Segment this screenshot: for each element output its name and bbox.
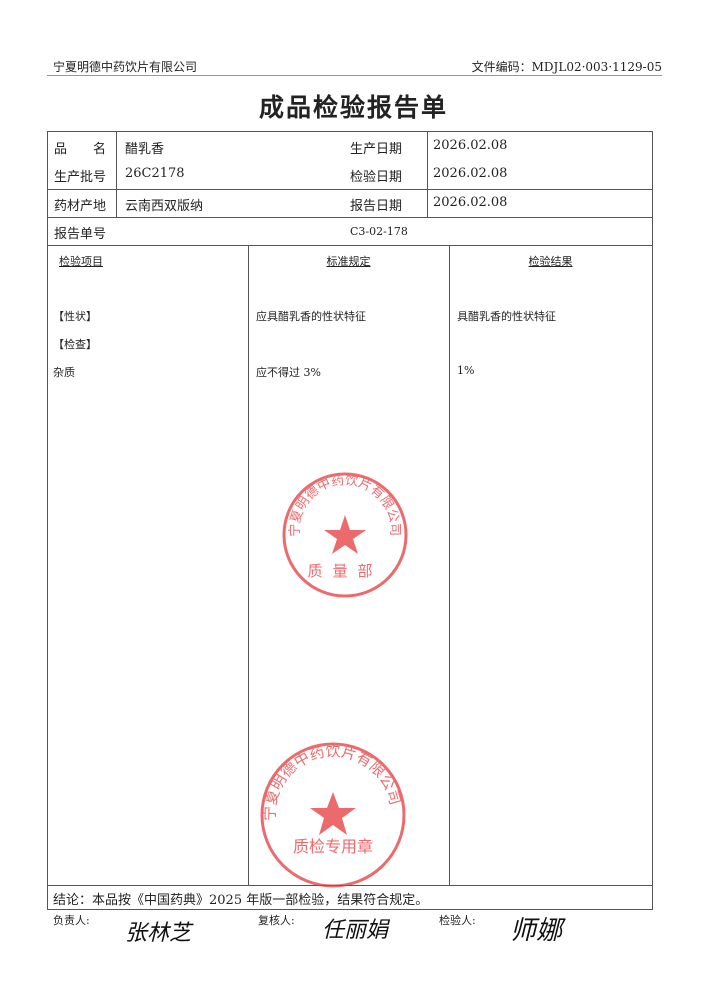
inspection-date-value: 2026.02.08 <box>433 166 508 181</box>
row-result: 1% <box>457 364 475 377</box>
product-name-label: 品 名 <box>54 142 107 157</box>
conclusion: 结论：本品按《中国药典》2025 年版一部检验，结果符合规定。 <box>53 893 429 908</box>
responsible-label: 负责人: <box>53 914 90 927</box>
stamp-bottom-sub: 质检专用章 <box>293 837 373 856</box>
origin-value: 云南西双版纳 <box>125 199 204 214</box>
row-result: 具醋乳香的性状特征 <box>457 310 556 323</box>
quality-dept-stamp: 宁夏明德中药饮片有限公司 质量部 <box>282 472 408 598</box>
batch-value: 26C2178 <box>125 166 185 181</box>
column-header-standard: 标准规定 <box>326 255 371 268</box>
report-no-value: C3-02-178 <box>350 225 408 238</box>
origin-label: 药材产地 <box>54 199 107 214</box>
inspection-date-label: 检验日期 <box>350 170 403 185</box>
stamp-top-sub: 质量部 <box>307 562 382 580</box>
svg-text:宁夏明德中药饮片有限公司: 宁夏明德中药饮片有限公司 <box>261 742 404 821</box>
inspector-label: 检验人: <box>439 914 476 927</box>
star-icon <box>310 792 356 835</box>
batch-label: 生产批号 <box>54 170 107 185</box>
stamp-top-text: 宁夏明德中药饮片有限公司 <box>287 473 402 537</box>
row-standard: 应具醋乳香的性状特征 <box>256 310 366 323</box>
reviewer-label: 复核人: <box>258 914 295 927</box>
quality-inspection-stamp: 宁夏明德中药饮片有限公司 质检专用章 <box>260 742 406 888</box>
header-divider <box>47 75 662 76</box>
production-date-value: 2026.02.08 <box>433 138 508 153</box>
svg-text:宁夏明德中药饮片有限公司: 宁夏明德中药饮片有限公司 <box>287 473 402 537</box>
product-name-value: 醋乳香 <box>125 142 165 157</box>
row-standard: 应不得过 3% <box>256 366 321 379</box>
report-date-value: 2026.02.08 <box>433 195 508 210</box>
responsible-signature: 张林芝 <box>125 921 192 946</box>
reviewer-signature: 任丽娟 <box>322 918 389 943</box>
star-icon <box>324 515 366 554</box>
report-date-label: 报告日期 <box>350 199 403 214</box>
inspector-signature: 师娜 <box>510 916 563 946</box>
stamp-bottom-text: 宁夏明德中药饮片有限公司 <box>261 742 404 821</box>
column-header-item: 检验项目 <box>59 255 103 268</box>
company-name: 宁夏明德中药饮片有限公司 <box>53 60 198 74</box>
page-title: 成品检验报告单 <box>258 93 448 122</box>
row-item: 【检查】 <box>53 338 97 351</box>
document-code: 文件编码：MDJL02·003·1129-05 <box>471 60 662 74</box>
column-header-result: 检验结果 <box>528 255 573 268</box>
row-item: 杂质 <box>53 366 75 379</box>
report-no-label: 报告单号 <box>54 227 107 242</box>
production-date-label: 生产日期 <box>350 142 403 157</box>
row-item: 【性状】 <box>53 310 97 323</box>
